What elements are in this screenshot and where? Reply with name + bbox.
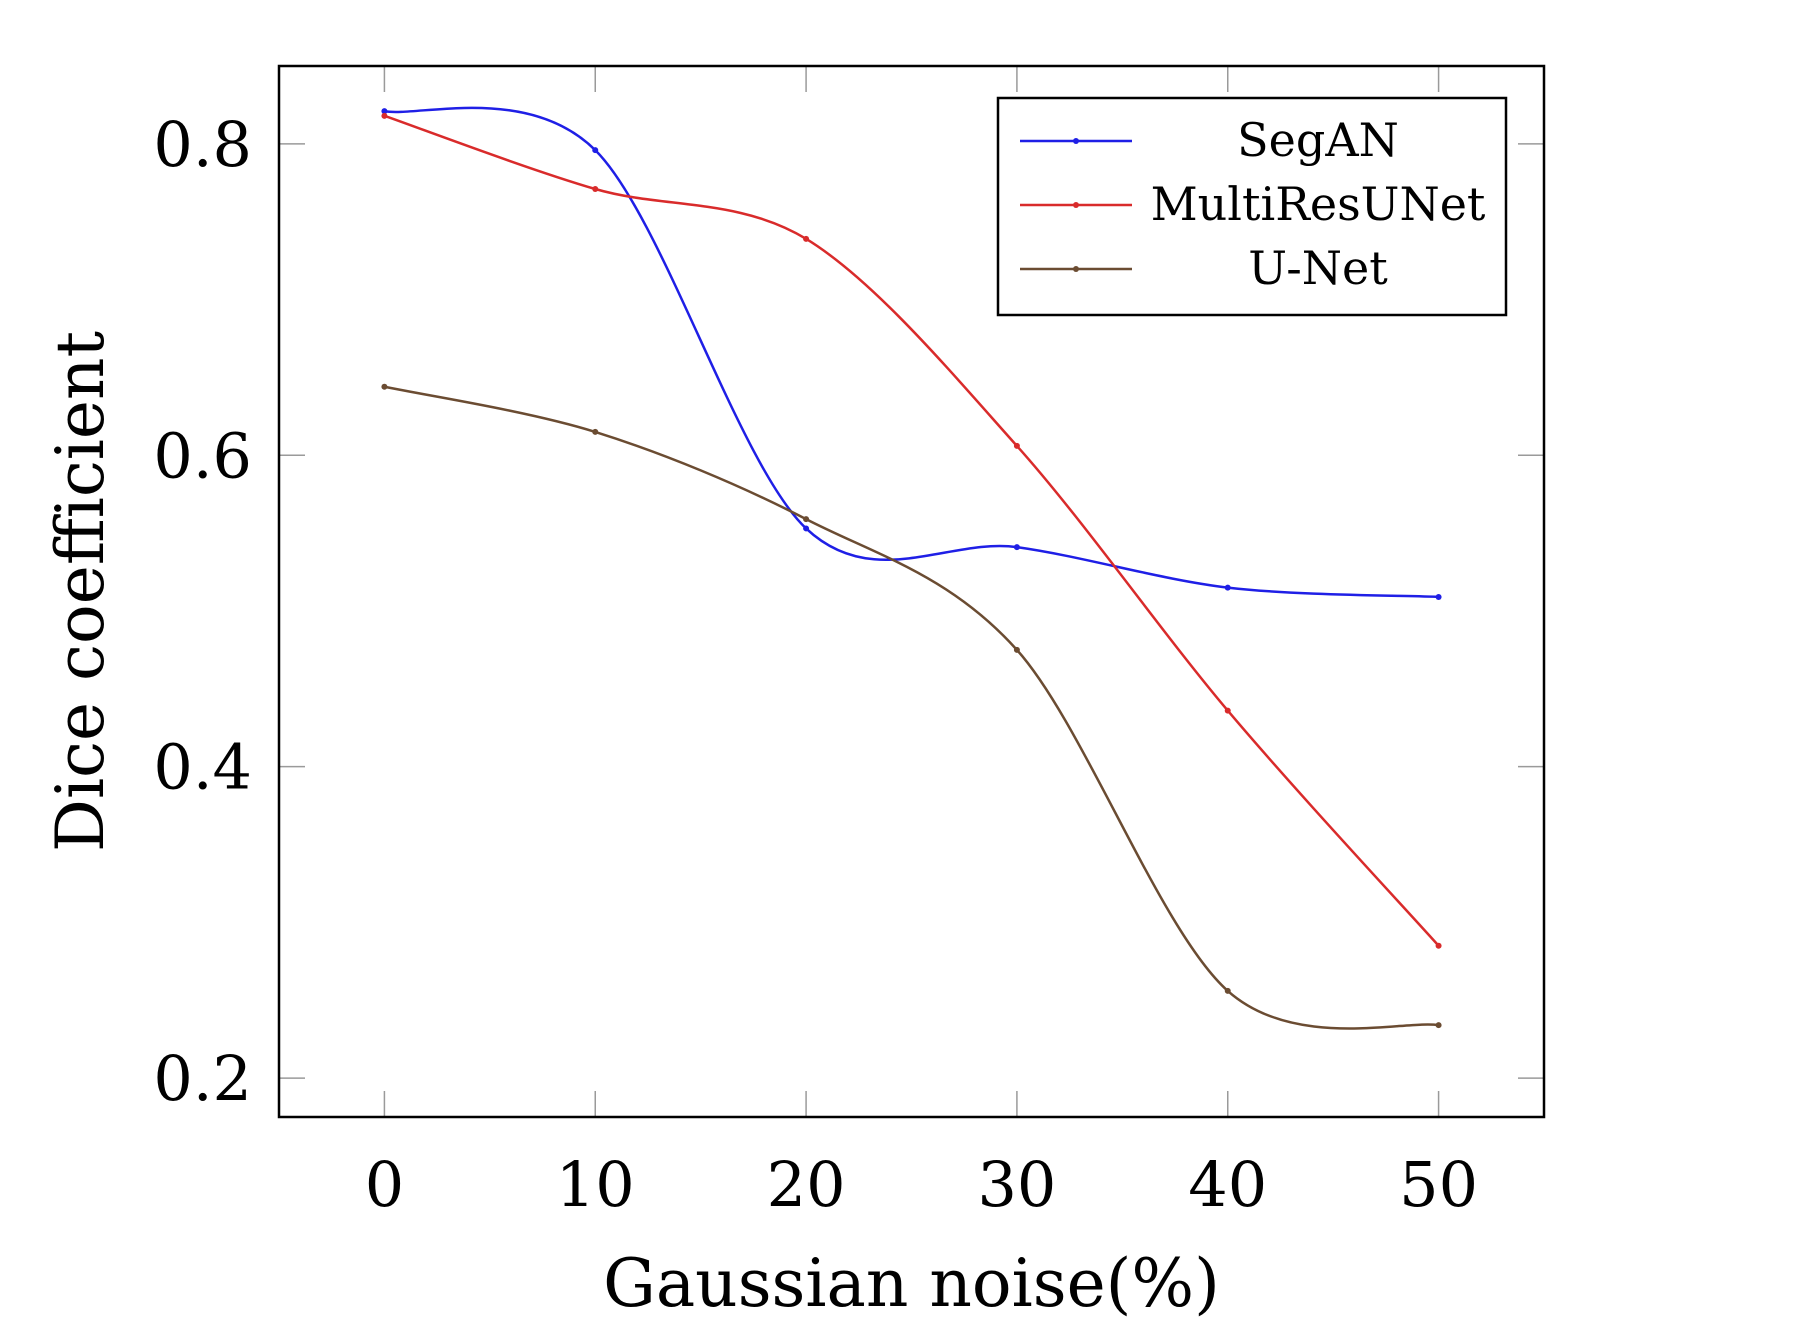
data-point-u-net [1013, 646, 1020, 653]
legend-label-segan: SegAN [1237, 113, 1399, 167]
x-tick-label: 30 [977, 1148, 1056, 1221]
data-point-multiresunet [1013, 442, 1020, 449]
legend-box [996, 96, 1508, 317]
y-tick-label: 0.8 [153, 108, 252, 181]
x-tick-label: 40 [1188, 1148, 1267, 1221]
legend-marker-u-net [1073, 266, 1079, 272]
x-axis-label: Gaussian noise(%) [603, 1245, 1220, 1322]
series-line-segan [384, 106, 1439, 599]
data-point-multiresunet [592, 186, 599, 193]
x-axis-tick-labels: 0 10 20 30 40 50 [365, 1148, 1478, 1221]
data-point-segan [381, 108, 388, 115]
legend-label-multiresunet: MultiResUNet [1151, 177, 1486, 231]
data-point-u-net [1435, 1022, 1442, 1029]
legend-item-u-net: U-Net [1020, 241, 1388, 295]
x-tick-label: 0 [365, 1148, 404, 1221]
series-lines [381, 106, 1442, 1030]
data-point-u-net [1224, 987, 1231, 994]
legend-item-multiresunet: MultiResUNet [1020, 177, 1486, 231]
data-point-multiresunet [1435, 942, 1442, 949]
y-tick-label: 0.4 [153, 731, 252, 804]
data-point-multiresunet [1224, 707, 1231, 714]
data-point-segan [1224, 584, 1231, 591]
data-point-segan [1435, 593, 1442, 600]
data-point-u-net [592, 428, 599, 435]
y-axis-tick-labels: 0.2 0.4 0.6 0.8 [153, 108, 252, 1115]
legend-marker-multiresunet [1073, 202, 1079, 208]
plot-area-frame [277, 64, 1546, 1119]
y-tick-label: 0.6 [153, 419, 252, 492]
data-point-segan [1013, 544, 1020, 551]
x-tick-label: 20 [767, 1148, 846, 1221]
legend-item-segan: SegAN [1020, 113, 1399, 167]
series-line-u-net [384, 385, 1439, 1030]
data-point-multiresunet [803, 235, 810, 242]
legend-label-u-net: U-Net [1248, 241, 1388, 295]
y-axis-label: Dice coefficient [42, 331, 119, 852]
y-tick-label: 0.2 [153, 1042, 252, 1115]
data-point-multiresunet [381, 112, 388, 119]
data-point-segan [592, 147, 599, 154]
tick-marks [279, 66, 1544, 1117]
data-point-segan [803, 525, 810, 532]
legend-marker-segan [1073, 138, 1079, 144]
data-point-u-net [381, 383, 388, 390]
x-tick-label: 10 [556, 1148, 635, 1221]
data-point-u-net [803, 516, 810, 523]
legend: SegAN MultiResUNet U-Net [996, 96, 1508, 317]
x-tick-label: 50 [1399, 1148, 1478, 1221]
